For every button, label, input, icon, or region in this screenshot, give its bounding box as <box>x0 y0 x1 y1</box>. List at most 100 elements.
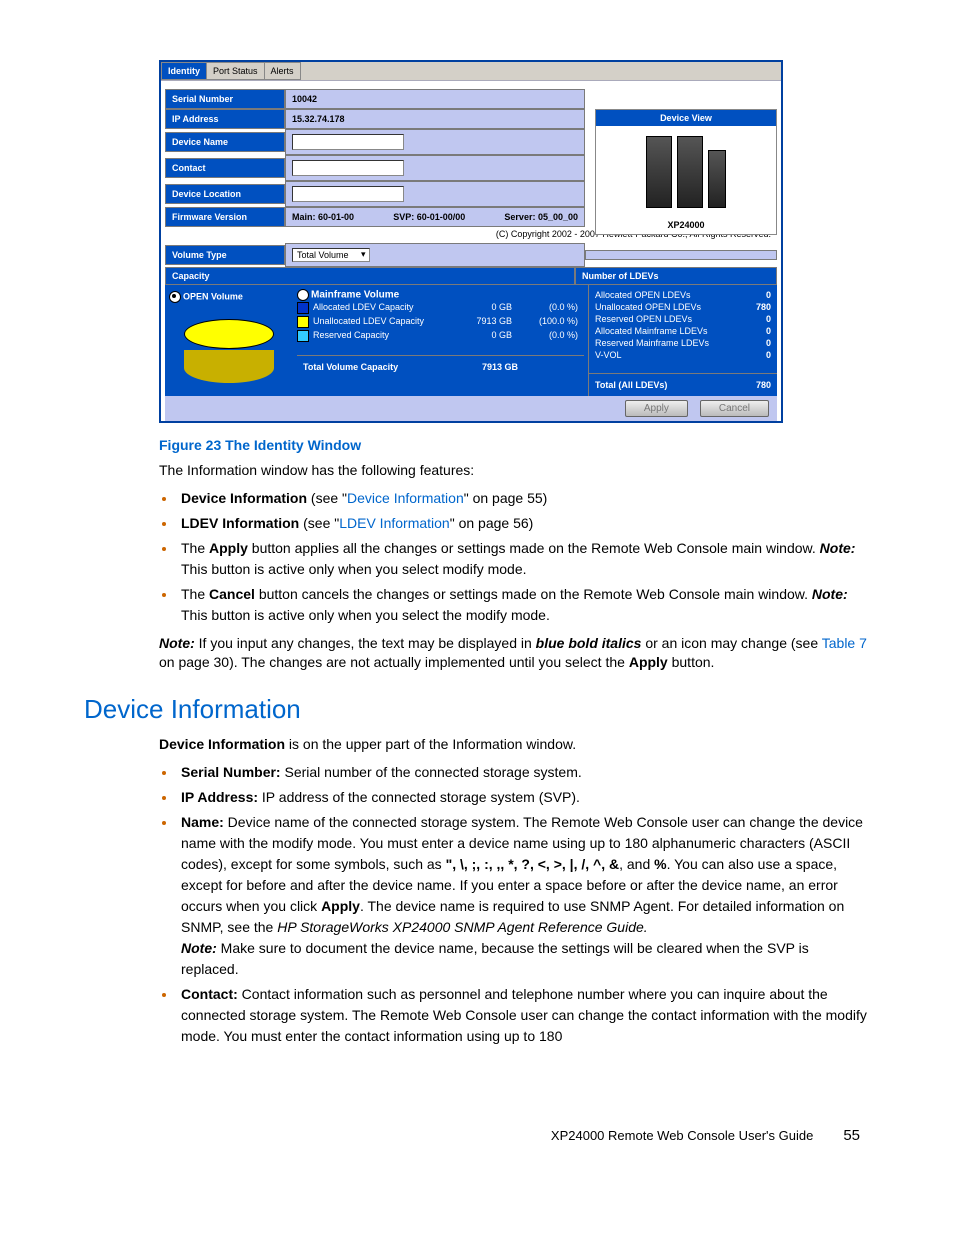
header-capacity: Capacity <box>165 267 575 285</box>
cancel-button[interactable]: Cancel <box>700 400 769 417</box>
label-serial-number: Serial Number <box>165 89 285 109</box>
radio-mainframe-volume[interactable] <box>297 289 309 301</box>
legend-unallocated-label: Unallocated LDEV Capacity <box>313 316 452 328</box>
input-device-name[interactable] <box>292 134 404 150</box>
value-fw-server: Server: 05_00_00 <box>504 212 578 222</box>
text: button. <box>668 654 715 670</box>
select-volume-type[interactable]: Total Volume <box>292 248 370 262</box>
apply-button[interactable]: Apply <box>625 400 688 417</box>
radio-open-label: OPEN Volume <box>183 291 243 301</box>
swatch-unallocated <box>297 316 309 328</box>
link-device-information[interactable]: Device Information <box>347 490 464 506</box>
list-item: IP Address: IP address of the connected … <box>177 787 870 808</box>
legend-reserved-pct: (0.0 %) <box>518 330 584 342</box>
button-bar: Apply Cancel <box>165 396 777 421</box>
rack-icon <box>708 150 726 208</box>
legend-reserved-label: Reserved Capacity <box>313 330 452 342</box>
tab-identity[interactable]: Identity <box>161 62 207 80</box>
figure-caption: Figure 23 The Identity Window <box>159 437 870 453</box>
total-capacity-label: Total Volume Capacity <box>303 362 398 372</box>
text: The <box>181 586 209 602</box>
list-item: Contact: Contact information such as per… <box>177 984 870 1047</box>
radio-open-volume[interactable] <box>169 291 181 303</box>
footer-page-number: 55 <box>843 1127 860 1144</box>
ldev-allocated-mainframe-value: 0 <box>766 326 771 336</box>
tab-port-status[interactable]: Port Status <box>206 62 265 80</box>
list-item: Serial Number: Serial number of the conn… <box>177 762 870 783</box>
text: This button is active only when you sele… <box>181 607 550 623</box>
bold-text: IP Address: <box>181 789 258 805</box>
text: " on page 55) <box>464 490 548 506</box>
ldev-vvol-label: V-VOL <box>595 350 622 360</box>
bold-text: Name: <box>181 814 224 830</box>
ldev-unallocated-open-label: Unallocated OPEN LDEVs <box>595 302 701 312</box>
ldev-unallocated-open-value: 780 <box>756 302 771 312</box>
device-model: XP24000 <box>596 220 776 234</box>
legend-reserved-value: 0 GB <box>452 330 518 342</box>
text: This button is active only when you sele… <box>181 561 527 577</box>
bold-text: Apply <box>629 654 668 670</box>
label-ip-address: IP Address <box>165 109 285 129</box>
list-item: Name: Device name of the connected stora… <box>177 812 870 980</box>
rack-icon <box>646 136 672 208</box>
legend-allocated-pct: (0.0 %) <box>518 302 584 314</box>
device-view-header: Device View <box>596 110 776 126</box>
ldev-allocated-open-label: Allocated OPEN LDEVs <box>595 290 691 300</box>
bold-text: Cancel <box>209 586 255 602</box>
pie-chart <box>184 313 274 383</box>
note-paragraph: Note: If you input any changes, the text… <box>159 634 870 672</box>
text: Make sure to document the device name, b… <box>181 940 809 977</box>
tab-alerts[interactable]: Alerts <box>264 62 301 80</box>
section-heading-device-information: Device Information <box>84 694 870 725</box>
ldev-reserved-open-value: 0 <box>766 314 771 324</box>
intro-text: The Information window has the following… <box>159 461 870 480</box>
text: Contact information such as personnel an… <box>181 986 867 1044</box>
rack-icon <box>677 136 703 208</box>
device-info-intro: Device Information is on the upper part … <box>159 735 870 754</box>
ldev-total-label: Total (All LDEVs) <box>595 380 667 390</box>
text: or an icon may change (see <box>641 635 821 651</box>
header-number-of-ldevs: Number of LDEVs <box>575 267 777 285</box>
list-item: Device Information (see "Device Informat… <box>177 488 870 509</box>
text: button applies all the changes or settin… <box>248 540 820 556</box>
link-table-7[interactable]: Table 7 <box>822 635 867 651</box>
bold-text: Apply <box>209 540 248 556</box>
radio-mainframe-label: Mainframe Volume <box>311 290 399 301</box>
value-fw-svp: SVP: 60-01-00/00 <box>393 212 465 222</box>
value-serial-number: 10042 <box>292 94 317 104</box>
bold-text: Serial Number: <box>181 764 281 780</box>
swatch-reserved <box>297 330 309 342</box>
identity-window-screenshot: Identity Port Status Alerts Serial Numbe… <box>159 60 783 423</box>
note-label: Note: <box>181 940 217 956</box>
text: on page 30). The changes are not actuall… <box>159 654 629 670</box>
bold-text: Device Information <box>181 490 307 506</box>
feature-list: Device Information (see "Device Informat… <box>159 488 870 626</box>
link-ldev-information[interactable]: LDEV Information <box>339 515 450 531</box>
input-contact[interactable] <box>292 160 404 176</box>
list-item: The Cancel button cancels the changes or… <box>177 584 870 626</box>
legend-unallocated-value: 7913 GB <box>452 316 518 328</box>
value-ip-address: 15.32.74.178 <box>292 114 345 124</box>
page-footer: XP24000 Remote Web Console User's Guide … <box>84 1127 870 1144</box>
capacity-body: OPEN Volume Mainframe Volume Allocated L… <box>165 285 777 396</box>
bold-text: Contact: <box>181 986 238 1002</box>
label-firmware-version: Firmware Version <box>165 207 285 227</box>
text: If you input any changes, the text may b… <box>195 635 536 651</box>
note-label: Note: <box>812 586 848 602</box>
input-device-location[interactable] <box>292 186 404 202</box>
bold-text: LDEV Information <box>181 515 299 531</box>
bold-text: Apply <box>321 898 360 914</box>
ldev-reserved-mainframe-label: Reserved Mainframe LDEVs <box>595 338 709 348</box>
ldev-vvol-value: 0 <box>766 350 771 360</box>
tab-bar: Identity Port Status Alerts <box>161 62 781 81</box>
label-volume-type: Volume Type <box>165 245 285 265</box>
ldev-total-value: 780 <box>756 380 771 390</box>
list-item: The Apply button applies all the changes… <box>177 538 870 580</box>
reference-title: HP StorageWorks XP24000 SNMP Agent Refer… <box>277 919 647 935</box>
device-info-list: Serial Number: Serial number of the conn… <box>159 762 870 1047</box>
footer-title: XP24000 Remote Web Console User's Guide <box>551 1128 813 1143</box>
ldev-allocated-mainframe-label: Allocated Mainframe LDEVs <box>595 326 708 336</box>
total-capacity-value: 7913 GB <box>482 362 578 372</box>
bold-text: Device Information <box>159 736 285 752</box>
label-device-name: Device Name <box>165 132 285 152</box>
